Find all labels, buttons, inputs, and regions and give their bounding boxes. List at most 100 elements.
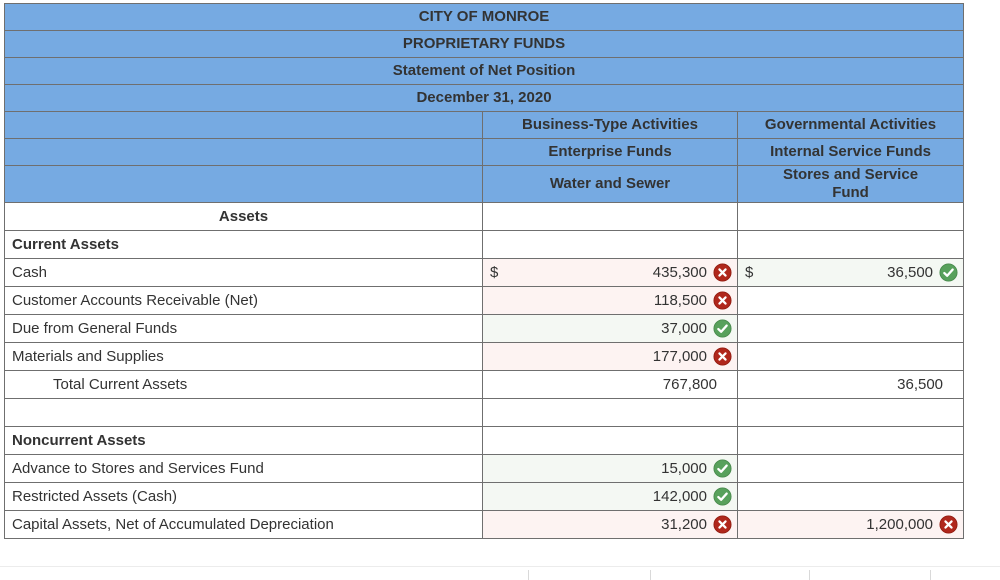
governmental-amount-cell (736, 454, 965, 483)
table-row: Due from General Funds 37,000 (4, 314, 965, 343)
governmental-amount-cell (736, 482, 965, 511)
green-check-circle-icon (939, 263, 958, 282)
amount-value: 177,000 (652, 348, 707, 365)
fund-name-stores-service: Stores and Service Fund (782, 166, 919, 202)
governmental-amount-cell (736, 398, 965, 427)
red-x-circle-icon (939, 515, 958, 534)
next-table-column-divider (528, 570, 529, 580)
row-label: Advance to Stores and Services Fund (4, 454, 483, 483)
amount-value: 36,500 (887, 264, 934, 281)
statement-title-city: CITY OF MONROE (3, 3, 965, 31)
row-label: Cash (4, 258, 483, 287)
green-check-circle-icon (713, 487, 732, 506)
table-row: Total Current Assets 767,800 36,500 (4, 370, 965, 399)
next-table-column-divider (809, 570, 810, 580)
business-amount-cell[interactable]: 37,000 (482, 314, 738, 343)
governmental-amount-cell (736, 286, 965, 315)
column-fundname-business: Water and Sewer (482, 165, 738, 203)
statement-of-net-position-table: CITY OF MONROE PROPRIETARY FUNDS Stateme… (3, 3, 965, 539)
amount-value: 767,800 (662, 376, 717, 393)
business-amount-cell[interactable]: 15,000 (482, 454, 738, 483)
statement-title-funds: PROPRIETARY FUNDS (3, 30, 965, 58)
business-amount-cell (482, 398, 738, 427)
business-amount-cell (482, 230, 738, 259)
green-check-circle-icon (713, 459, 732, 478)
header-spacer-cell (4, 138, 483, 166)
amount-value: 142,000 (652, 488, 707, 505)
green-check-circle-icon (713, 319, 732, 338)
dollar-sign: $ (490, 264, 499, 281)
column-group-business: Business-Type Activities (482, 111, 738, 139)
table-row: Customer Accounts Receivable (Net) 118,50… (4, 286, 965, 315)
next-table-partial-row (0, 566, 1000, 580)
red-x-circle-icon (713, 515, 732, 534)
amount-value: 37,000 (661, 320, 707, 337)
statement-header: CITY OF MONROE PROPRIETARY FUNDS Stateme… (3, 3, 965, 203)
column-group-row: Business-Type Activities Governmental Ac… (4, 111, 965, 139)
table-row: Advance to Stores and Services Fund 15,00… (4, 454, 965, 483)
header-spacer-cell (4, 165, 483, 203)
title-row-funds: PROPRIETARY FUNDS (3, 30, 965, 58)
business-amount-cell: 767,800 (482, 370, 738, 399)
business-amount-cell[interactable]: 177,000 (482, 342, 738, 371)
row-label: Customer Accounts Receivable (Net) (4, 286, 483, 315)
column-fundname-governmental: Stores and Service Fund (736, 165, 965, 203)
column-group-governmental: Governmental Activities (736, 111, 965, 139)
title-row-date: December 31, 2020 (3, 84, 965, 112)
table-row: Materials and Supplies 177,000 (4, 342, 965, 371)
row-label: Noncurrent Assets (4, 426, 483, 455)
fund-type-row: Enterprise Funds Internal Service Funds (4, 138, 965, 166)
amount-value: 1,200,000 (866, 516, 934, 533)
next-table-column-divider (930, 570, 931, 580)
governmental-amount-cell (736, 314, 965, 343)
business-amount-cell[interactable]: 31,200 (482, 510, 738, 539)
amount-value: 118,500 (653, 292, 707, 309)
table-row: Restricted Assets (Cash) 142,000 (4, 482, 965, 511)
governmental-amount-cell[interactable]: 1,200,000 (736, 510, 965, 539)
fund-name-row: Water and Sewer Stores and Service Fund (4, 165, 965, 203)
statement-body: Assets Current Assets Cash $435,300 $36,500 C… (4, 202, 965, 539)
business-amount-cell (482, 202, 738, 231)
table-row (4, 398, 965, 427)
governmental-amount-cell (736, 342, 965, 371)
red-x-circle-icon (713, 263, 732, 282)
row-label: Restricted Assets (Cash) (4, 482, 483, 511)
dollar-sign: $ (745, 264, 754, 281)
business-amount-cell[interactable]: $435,300 (482, 258, 738, 287)
fund-name-water-sewer: Water and Sewer (549, 175, 671, 193)
table-row: Noncurrent Assets (4, 426, 965, 455)
table-row: Current Assets (4, 230, 965, 259)
row-label: Materials and Supplies (4, 342, 483, 371)
header-spacer-cell (4, 111, 483, 139)
amount-value: 31,200 (661, 516, 707, 533)
table-row: Assets (4, 202, 965, 231)
business-amount-cell[interactable]: 142,000 (482, 482, 738, 511)
statement-title-date: December 31, 2020 (3, 84, 965, 112)
column-fundtype-business: Enterprise Funds (482, 138, 738, 166)
business-amount-cell (482, 426, 738, 455)
title-row-statement: Statement of Net Position (3, 57, 965, 85)
red-x-circle-icon (713, 347, 732, 366)
column-fundtype-governmental: Internal Service Funds (736, 138, 965, 166)
row-label: Due from General Funds (4, 314, 483, 343)
governmental-amount-cell (736, 426, 965, 455)
row-label (4, 398, 483, 427)
next-table-column-divider (650, 570, 651, 580)
title-row-city: CITY OF MONROE (3, 3, 965, 31)
governmental-amount-cell: 36,500 (736, 370, 965, 399)
amount-value: 435,300 (652, 264, 707, 281)
row-label: Capital Assets, Net of Accumulated Depre… (4, 510, 483, 539)
table-row: Cash $435,300 $36,500 (4, 258, 965, 287)
amount-value: 36,500 (897, 376, 944, 393)
business-amount-cell[interactable]: 118,500 (482, 286, 738, 315)
next-table-top-border (0, 566, 1000, 567)
table-row: Capital Assets, Net of Accumulated Depre… (4, 510, 965, 539)
governmental-amount-cell (736, 230, 965, 259)
row-label: Assets (4, 202, 483, 231)
amount-value: 15,000 (661, 460, 707, 477)
row-label: Current Assets (4, 230, 483, 259)
row-label: Total Current Assets (4, 370, 483, 399)
governmental-amount-cell (736, 202, 965, 231)
governmental-amount-cell[interactable]: $36,500 (736, 258, 965, 287)
